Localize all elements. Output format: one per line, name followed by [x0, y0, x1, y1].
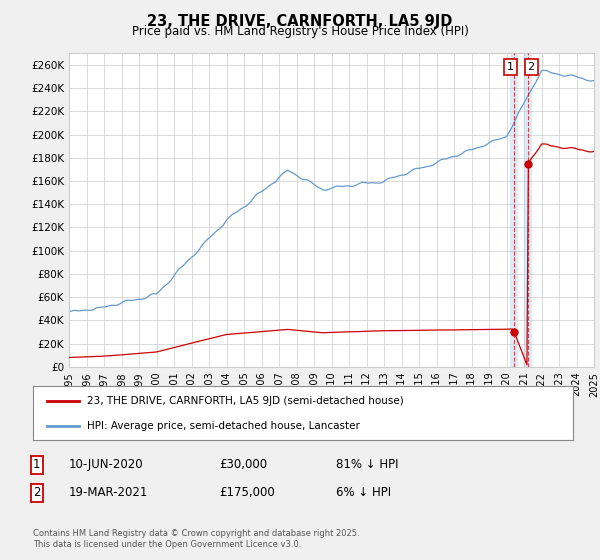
Text: 1: 1 — [33, 458, 41, 472]
Text: 23, THE DRIVE, CARNFORTH, LA5 9JD (semi-detached house): 23, THE DRIVE, CARNFORTH, LA5 9JD (semi-… — [87, 396, 404, 407]
Text: HPI: Average price, semi-detached house, Lancaster: HPI: Average price, semi-detached house,… — [87, 421, 360, 431]
Text: 2: 2 — [33, 486, 41, 500]
Text: 81% ↓ HPI: 81% ↓ HPI — [336, 458, 398, 472]
Text: Contains HM Land Registry data © Crown copyright and database right 2025.
This d: Contains HM Land Registry data © Crown c… — [33, 529, 359, 549]
Text: 6% ↓ HPI: 6% ↓ HPI — [336, 486, 391, 500]
Text: 23, THE DRIVE, CARNFORTH, LA5 9JD: 23, THE DRIVE, CARNFORTH, LA5 9JD — [148, 14, 452, 29]
Text: 19-MAR-2021: 19-MAR-2021 — [69, 486, 148, 500]
Text: 2: 2 — [527, 62, 535, 72]
Text: Price paid vs. HM Land Registry's House Price Index (HPI): Price paid vs. HM Land Registry's House … — [131, 25, 469, 38]
Text: £175,000: £175,000 — [219, 486, 275, 500]
Text: 1: 1 — [507, 62, 514, 72]
Text: £30,000: £30,000 — [219, 458, 267, 472]
Text: 10-JUN-2020: 10-JUN-2020 — [69, 458, 143, 472]
